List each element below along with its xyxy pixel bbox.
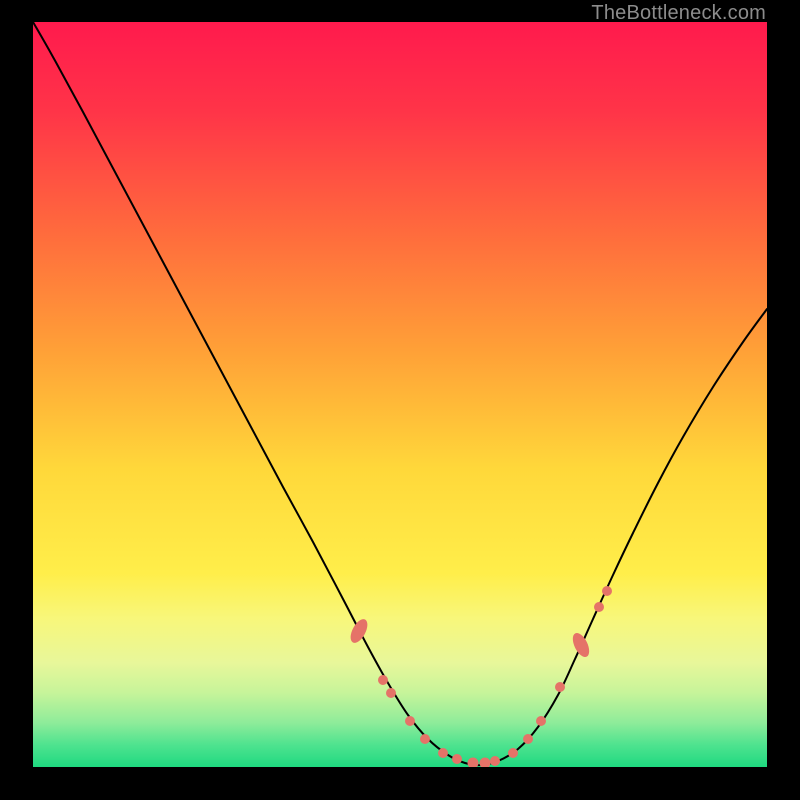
curve-marker — [602, 586, 612, 596]
chart-plot-area — [33, 22, 767, 767]
curve-marker — [523, 734, 533, 744]
gradient-background — [33, 22, 767, 767]
curve-marker — [594, 602, 604, 612]
curve-marker — [386, 688, 396, 698]
curve-marker — [536, 716, 546, 726]
curve-marker — [378, 675, 388, 685]
curve-marker — [555, 682, 565, 692]
watermark-text: TheBottleneck.com — [591, 2, 766, 25]
curve-marker — [438, 748, 448, 758]
curve-marker — [405, 716, 415, 726]
curve-marker — [420, 734, 430, 744]
curve-marker — [452, 754, 462, 764]
curve-marker — [490, 756, 500, 766]
curve-marker — [508, 748, 518, 758]
